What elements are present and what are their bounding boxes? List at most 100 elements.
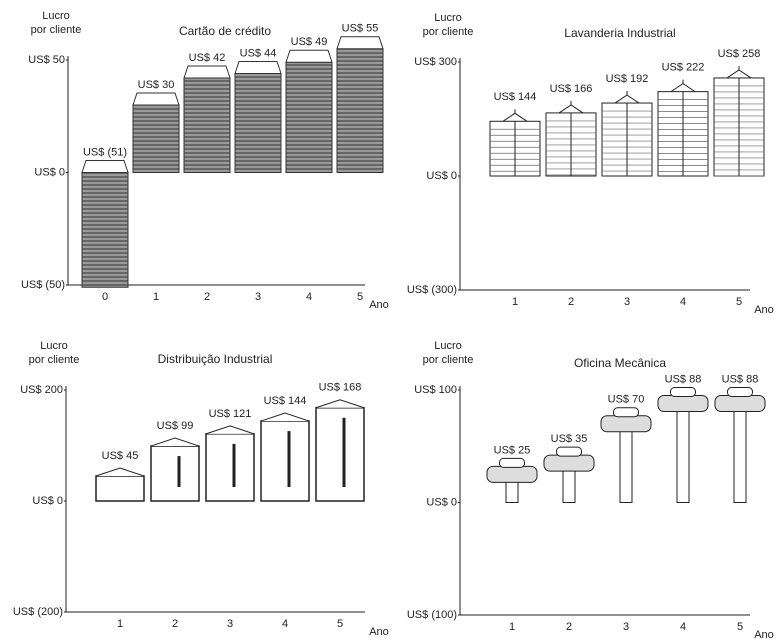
x-tick-label: 2	[172, 618, 178, 630]
x-tick-label: 5	[737, 621, 743, 633]
value-label: US$ 55	[342, 23, 379, 35]
y-axis-label: Lucro	[434, 340, 462, 352]
card-top	[235, 62, 281, 74]
bar	[206, 434, 254, 501]
hanger	[727, 66, 751, 78]
value-label: US$ 166	[550, 83, 593, 95]
y-tick-label: US$ 50	[28, 54, 65, 66]
y-axis-label: por cliente	[31, 24, 82, 36]
value-label: US$ 144	[264, 395, 307, 407]
value-label: US$ 222	[662, 62, 705, 74]
x-tick-label: 5	[337, 618, 343, 630]
card-top	[337, 37, 383, 49]
bar	[184, 78, 230, 173]
value-label: US$ 49	[291, 36, 328, 48]
bar	[261, 421, 309, 501]
x-tick-label: 1	[117, 618, 123, 630]
x-tick-label: 1	[153, 291, 159, 303]
value-label: US$ 88	[722, 373, 759, 385]
chart-title: Cartão de crédito	[179, 24, 271, 38]
box-lid	[316, 400, 364, 408]
y-axis-label: Lucro	[434, 12, 462, 24]
y-tick-label: US$ 100	[414, 384, 457, 396]
car-roof	[557, 447, 582, 456]
card-top	[184, 66, 230, 78]
card-top	[286, 50, 332, 62]
car-icon	[715, 396, 765, 412]
car-icon	[601, 416, 651, 432]
bar	[96, 476, 144, 501]
x-tick-label: 0	[102, 291, 108, 303]
bar	[734, 404, 746, 503]
x-tick-label: 2	[568, 296, 574, 308]
car-roof	[614, 408, 639, 417]
value-label: US$ 70	[608, 394, 645, 406]
card-top	[133, 93, 179, 105]
y-tick-label: US$ 200	[20, 384, 63, 396]
car-roof	[500, 458, 525, 467]
value-label: US$ 121	[209, 408, 252, 420]
chart-title: Oficina Mecânica	[574, 356, 666, 370]
value-label: US$ 144	[494, 91, 537, 103]
x-axis-label: Ano	[369, 299, 389, 311]
bar	[316, 408, 364, 501]
value-label: US$ 35	[551, 433, 588, 445]
value-label: US$ 258	[718, 48, 761, 60]
x-tick-label: 4	[282, 618, 288, 630]
value-label: US$ 30	[138, 79, 175, 91]
value-label: US$ 88	[665, 373, 702, 385]
y-axis-label: Lucro	[40, 340, 68, 352]
x-tick-label: 2	[204, 291, 210, 303]
car-roof	[671, 388, 696, 397]
box-lid	[151, 438, 199, 446]
x-tick-label: 3	[624, 296, 630, 308]
x-tick-label: 3	[255, 291, 261, 303]
car-icon	[487, 466, 537, 482]
value-label: US$ 44	[240, 47, 277, 59]
hanger	[615, 91, 639, 103]
y-tick-label: US$ (50)	[21, 279, 65, 291]
x-tick-label: 5	[736, 296, 742, 308]
bar	[235, 74, 281, 173]
chart-title: Lavanderia Industrial	[564, 26, 675, 40]
value-label: US$ 192	[606, 73, 649, 85]
x-tick-label: 4	[680, 621, 686, 633]
x-axis-label: Ano	[754, 629, 774, 641]
y-tick-label: US$ 0	[426, 170, 457, 182]
y-tick-label: US$ (200)	[13, 606, 63, 618]
card-top	[82, 161, 128, 173]
bar	[337, 49, 383, 173]
hanger	[671, 80, 695, 92]
y-axis-label: Lucro	[42, 10, 70, 22]
x-tick-label: 2	[566, 621, 572, 633]
x-tick-label: 3	[623, 621, 629, 633]
car-icon	[544, 455, 594, 471]
box-lid	[261, 413, 309, 421]
y-tick-label: US$ (100)	[407, 609, 457, 621]
x-axis-label: Ano	[754, 304, 774, 316]
car-roof	[728, 388, 753, 397]
x-tick-label: 4	[680, 296, 686, 308]
x-tick-label: 1	[512, 296, 518, 308]
y-tick-label: US$ 0	[32, 495, 63, 507]
value-label: US$ 99	[157, 420, 194, 432]
value-label: US$ 25	[494, 444, 531, 456]
value-label: US$ (51)	[83, 146, 127, 158]
bar	[133, 105, 179, 173]
box-lid	[206, 426, 254, 434]
car-icon	[658, 396, 708, 412]
x-axis-label: Ano	[369, 626, 389, 638]
bar	[620, 424, 632, 503]
chart-title: Distribuição Industrial	[158, 352, 273, 366]
x-tick-label: 3	[227, 618, 233, 630]
box-lid	[96, 468, 144, 476]
value-label: US$ 45	[102, 450, 139, 462]
y-tick-label: US$ (300)	[407, 284, 457, 296]
y-axis-label: por cliente	[29, 354, 80, 366]
value-label: US$ 168	[319, 382, 362, 394]
x-tick-label: 1	[509, 621, 515, 633]
bar	[286, 62, 332, 172]
y-tick-label: US$ 0	[34, 166, 65, 178]
value-label: US$ 42	[189, 52, 226, 64]
bar	[677, 404, 689, 503]
